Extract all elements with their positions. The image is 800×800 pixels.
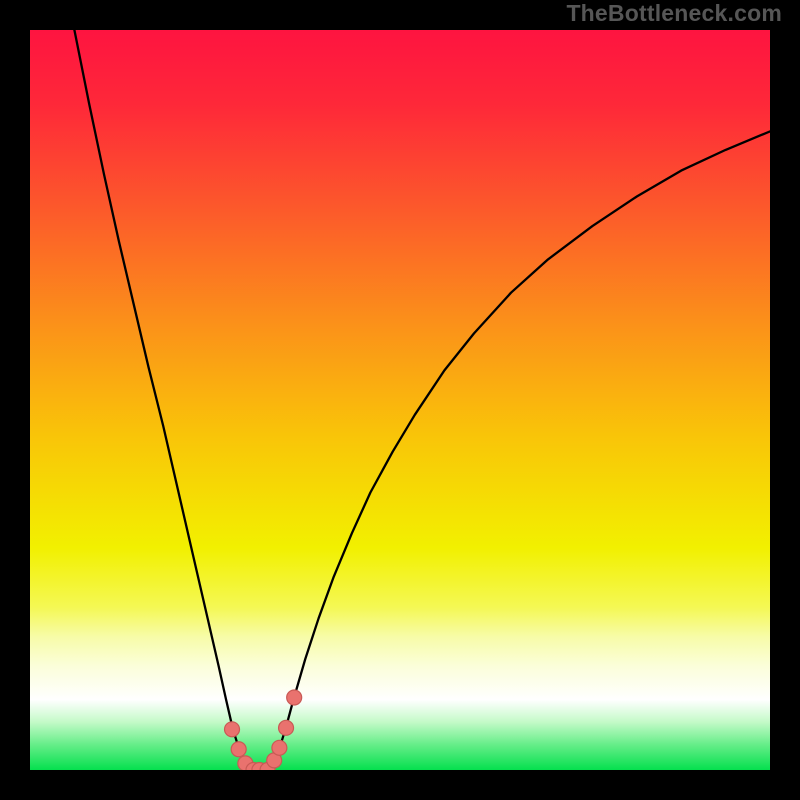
data-marker — [231, 742, 246, 757]
watermark-text: TheBottleneck.com — [566, 0, 782, 27]
chart-background — [30, 30, 770, 770]
stage: TheBottleneck.com — [0, 0, 800, 800]
data-marker — [279, 720, 294, 735]
chart-svg — [0, 0, 800, 800]
data-marker — [225, 722, 240, 737]
data-marker — [272, 740, 287, 755]
data-marker — [287, 690, 302, 705]
